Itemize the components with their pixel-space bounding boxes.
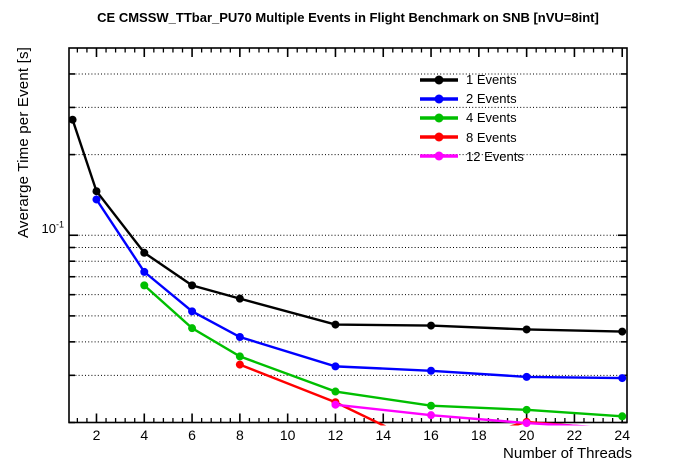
x-tick-label: 2 — [92, 427, 101, 443]
x-tick-label: 24 — [614, 427, 630, 443]
data-point-4-events — [331, 387, 340, 396]
data-point-4-events — [618, 412, 627, 421]
data-point-1-events — [331, 320, 340, 329]
data-point-4-events — [235, 352, 244, 361]
legend-marker — [420, 151, 458, 161]
x-axis-title: Number of Threads — [503, 445, 632, 462]
legend-label: 12 Events — [466, 148, 524, 164]
x-tick-label: 10 — [279, 427, 296, 443]
legend: 1 Events 2 Events 4 Events 8 Events 12 Event… — [419, 70, 524, 166]
legend-marker — [420, 75, 458, 85]
x-tick-label: 8 — [235, 427, 244, 443]
legend-marker — [420, 94, 458, 104]
data-point-2-events — [188, 307, 197, 316]
legend-label: 8 Events — [466, 129, 517, 145]
data-point-1-events — [92, 187, 101, 196]
legend-entry-4-events: 4 Events — [419, 108, 524, 127]
data-point-1-events — [188, 281, 197, 290]
legend-marker — [420, 113, 458, 123]
data-point-12-events — [331, 400, 340, 409]
data-point-1-events — [140, 248, 149, 257]
series-line-2-events — [95, 198, 623, 380]
data-point-1-events — [522, 325, 531, 334]
data-point-12-events — [427, 411, 436, 420]
series-line-4-events — [143, 284, 623, 418]
data-point-4-events — [188, 324, 197, 333]
data-point-1-events — [235, 294, 244, 303]
x-tick-label: 22 — [566, 427, 583, 443]
legend-label: 1 Events — [466, 72, 517, 88]
legend-label: 4 Events — [466, 110, 517, 126]
legend-label: 2 Events — [466, 91, 517, 107]
legend-entry-1-events: 1 Events — [419, 70, 524, 89]
data-point-2-events — [92, 195, 101, 204]
data-point-2-events — [427, 366, 436, 375]
legend-entry-8-events: 8 Events — [419, 128, 524, 147]
data-point-4-events — [522, 405, 531, 414]
legend-entry-12-events: 12 Events — [419, 147, 524, 166]
legend-entry-2-events: 2 Events — [419, 89, 524, 108]
legend-marker — [420, 132, 458, 142]
data-point-4-events — [427, 401, 436, 410]
series-line-1-events — [71, 119, 623, 333]
data-point-2-events — [522, 372, 531, 381]
data-point-1-events — [68, 115, 77, 124]
x-tick-label: 18 — [471, 427, 487, 443]
data-point-2-events — [140, 267, 149, 276]
data-point-12-events — [522, 419, 531, 428]
y-tick-label: 10-1 — [30, 219, 64, 236]
data-point-1-events — [427, 321, 436, 330]
x-tick-label: 14 — [375, 427, 392, 443]
x-tick-label: 20 — [518, 427, 535, 443]
data-point-2-events — [618, 374, 627, 383]
data-point-1-events — [618, 327, 627, 336]
x-tick-label: 6 — [188, 427, 196, 443]
data-point-2-events — [331, 362, 340, 371]
x-tick-label: 4 — [140, 427, 149, 443]
y-tick-base: 10 — [41, 221, 56, 236]
data-point-4-events — [140, 281, 149, 290]
x-tick-label: 12 — [327, 427, 344, 443]
x-tick-label: 16 — [423, 427, 439, 443]
data-point-2-events — [235, 333, 244, 342]
series-line-12-events — [335, 403, 591, 426]
y-axis-title: Averarge Time per Event [s] — [15, 46, 32, 238]
y-tick-exponent: -1 — [55, 219, 64, 230]
chart-title: CE CMSSW_TTbar_PU70 Multiple Events in F… — [97, 10, 599, 25]
data-point-8-events — [235, 360, 244, 369]
